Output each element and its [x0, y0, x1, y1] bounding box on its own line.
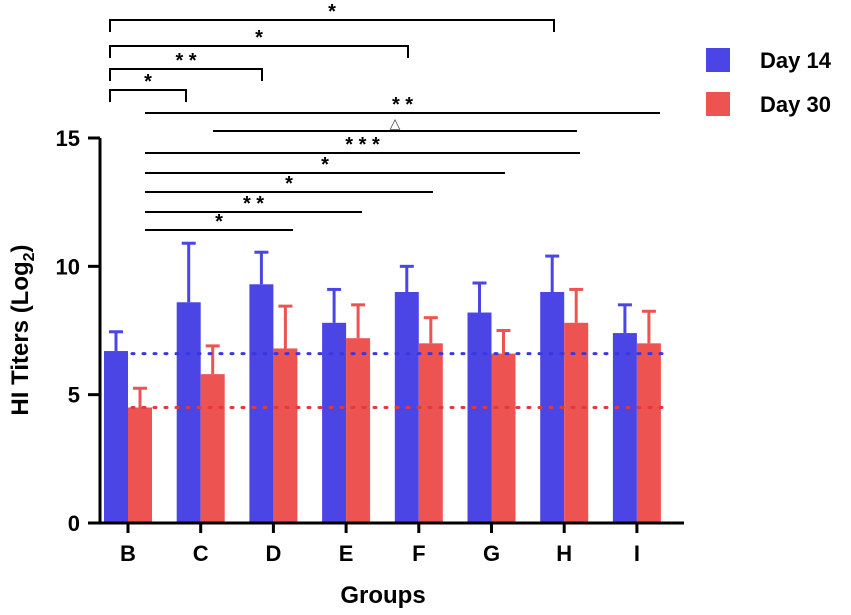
bar-day-30-e [346, 338, 371, 523]
legend-swatch-day-14 [706, 48, 730, 72]
y-axis-title: HI Titers (Log2) [7, 244, 38, 415]
y-tick-label: 15 [56, 126, 80, 151]
bar-day-14-g [467, 312, 492, 523]
day14-significance-label: * [328, 1, 336, 23]
bar-day-14-b [104, 351, 128, 523]
x-axis-title: Groups [340, 582, 425, 609]
x-tick-label: F [412, 541, 425, 566]
bar-day-30-d [273, 348, 298, 523]
day30-significance-label: * [321, 154, 329, 176]
day30-significance-label: * * [392, 94, 413, 116]
day30-significance-label: △ [390, 115, 401, 131]
x-tick-label: H [556, 541, 572, 566]
bar-day-14-c [176, 302, 201, 523]
day30-significance-label: * * [243, 193, 264, 215]
day14-bracket-b-f [109, 45, 409, 58]
x-tick-label: E [339, 541, 354, 566]
bar-day-30-g [491, 353, 516, 523]
bar-day-14-d [249, 284, 274, 523]
x-tick-label: I [634, 541, 640, 566]
day14-bracket-b-d [109, 68, 263, 81]
legend-swatch-day-30 [706, 92, 730, 116]
x-tick-label: C [193, 541, 209, 566]
day14-significance-label: * * [175, 50, 196, 72]
legend-label-day-14: Day 14 [760, 48, 832, 73]
legend-label-day-30: Day 30 [760, 92, 831, 117]
x-tick-label: B [120, 541, 136, 566]
x-tick-label: D [265, 541, 281, 566]
bar-day-14-e [322, 322, 347, 523]
day14-significance-label: * [144, 71, 152, 93]
y-tick-label: 5 [68, 383, 80, 408]
day30-significance-label: * [215, 211, 223, 233]
day30-significance-label: * * * [345, 134, 380, 156]
bar-day-30-h [564, 322, 589, 523]
day14-bracket-b-c [109, 89, 187, 102]
bar-day-14-i [612, 333, 637, 523]
bar-day-30-f [418, 343, 443, 523]
bar-day-30-c [200, 374, 225, 523]
day30-significance-label: * [285, 173, 293, 195]
bar-day-30-i [636, 343, 661, 523]
day14-bracket-b-h [109, 19, 555, 32]
x-tick-label: G [483, 541, 500, 566]
y-tick-label: 10 [56, 254, 80, 279]
y-tick-label: 0 [68, 511, 80, 536]
day14-significance-label: * [255, 27, 263, 49]
bar-day-30-b [128, 407, 152, 523]
